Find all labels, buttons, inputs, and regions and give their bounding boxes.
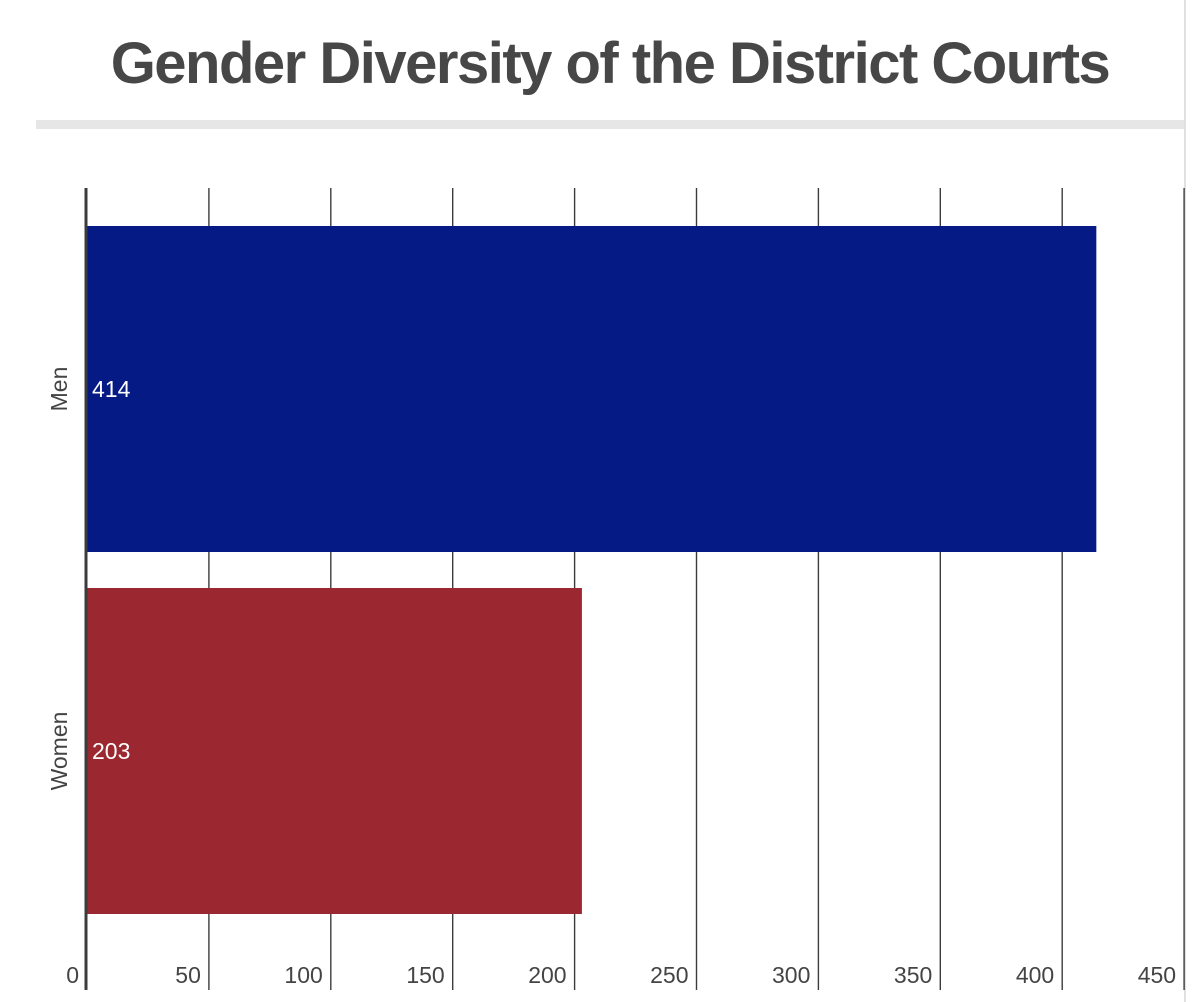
category-label-men: Men bbox=[46, 367, 72, 412]
labels: 414 203 Men Women 0 50 100 150 200 250 300 350 400 45… bbox=[46, 367, 1176, 988]
bar-men bbox=[87, 226, 1097, 552]
category-label-women: Women bbox=[46, 712, 72, 791]
tick-label-100: 100 bbox=[284, 962, 322, 988]
tick-label-150: 150 bbox=[406, 962, 444, 988]
tick-label-250: 250 bbox=[650, 962, 688, 988]
data-label-women: 203 bbox=[92, 738, 130, 764]
title-divider bbox=[36, 120, 1184, 129]
tick-label-0: 0 bbox=[66, 962, 79, 988]
tick-label-300: 300 bbox=[772, 962, 810, 988]
right-edge-line bbox=[1184, 0, 1186, 1002]
chart-title: Gender Diversity of the District Courts bbox=[110, 31, 1111, 96]
tick-label-450: 450 bbox=[1138, 962, 1176, 988]
bar-women bbox=[87, 588, 582, 914]
tick-label-350: 350 bbox=[894, 962, 932, 988]
data-label-men: 414 bbox=[92, 376, 131, 402]
bars bbox=[87, 226, 1097, 914]
tick-label-50: 50 bbox=[175, 962, 201, 988]
tick-label-400: 400 bbox=[1016, 962, 1054, 988]
tick-label-200: 200 bbox=[528, 962, 566, 988]
